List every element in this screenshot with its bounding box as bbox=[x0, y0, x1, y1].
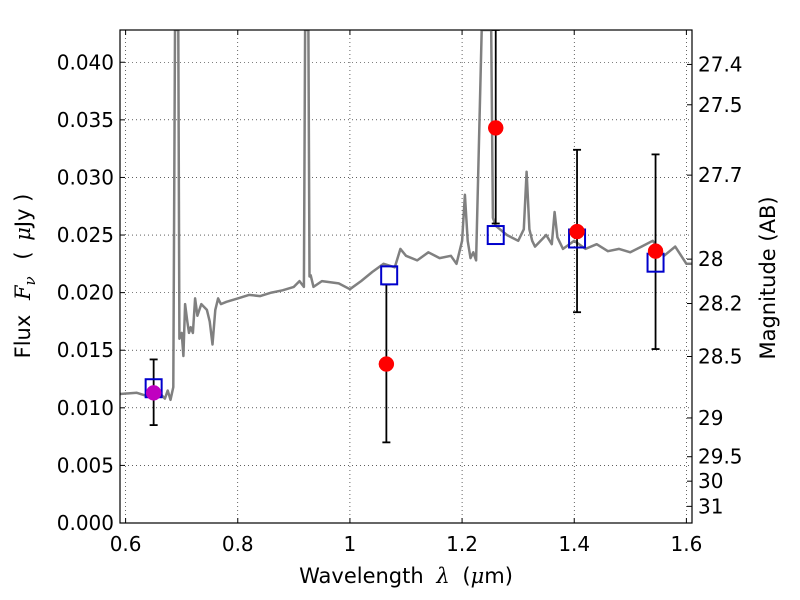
x-tick-label: 0.6 bbox=[110, 532, 142, 556]
x-axis-title: Wavelength λ (μm) bbox=[299, 564, 513, 588]
y2-tick-label: 28.2 bbox=[698, 292, 743, 316]
plot-background bbox=[120, 30, 692, 523]
observed-point bbox=[145, 385, 162, 401]
y-tick-label: 0.010 bbox=[57, 396, 114, 420]
y-tick-label: 0.040 bbox=[57, 50, 114, 74]
spectrum-line bbox=[120, 30, 692, 402]
y2-tick-label: 27.5 bbox=[698, 93, 743, 117]
observed-point bbox=[569, 223, 585, 240]
y-tick-label: 0.005 bbox=[57, 453, 114, 477]
y2-tick-label: 29.5 bbox=[698, 445, 743, 469]
observed-point bbox=[487, 120, 504, 136]
y2-tick-label: 31 bbox=[698, 494, 723, 518]
y-tick-label: 0.035 bbox=[57, 108, 114, 132]
x-tick-label: 1 bbox=[344, 532, 357, 556]
y-tick-label: 0.020 bbox=[57, 281, 114, 305]
y-axis-ticks: 0.000 0.005 0.010 0.015 0.020 0.025 0.030 0.035… bbox=[57, 50, 125, 535]
y2-tick-label: 30 bbox=[698, 469, 723, 493]
y-axis-title: Flux Fν ( μJy ) bbox=[11, 194, 40, 359]
observed-point bbox=[647, 243, 664, 259]
model-photometry-point bbox=[486, 225, 505, 246]
x-tick-label: 0.8 bbox=[222, 532, 254, 556]
x-tick-label: 1.6 bbox=[670, 532, 702, 556]
x-axis-ticks: 0.6 0.8 1 1.2 1.4 1.6 bbox=[110, 30, 702, 556]
y2-tick-label: 28 bbox=[698, 247, 723, 271]
y2-tick-label: 29 bbox=[698, 406, 723, 430]
y-tick-label: 0.000 bbox=[57, 511, 114, 535]
observed-photometry bbox=[145, 120, 664, 401]
y-tick-label: 0.025 bbox=[57, 223, 114, 247]
x-tick-label: 1.2 bbox=[446, 532, 478, 556]
y2-tick-label: 27.7 bbox=[698, 163, 743, 187]
model-spectrum bbox=[120, 30, 692, 402]
y2-tick-label: 28.5 bbox=[698, 345, 743, 369]
y2-axis-title: Magnitude (AB) bbox=[756, 196, 780, 359]
y2-tick-label: 27.4 bbox=[698, 52, 743, 76]
plot-frame bbox=[119, 29, 693, 524]
y-tick-label: 0.015 bbox=[57, 338, 114, 362]
observed-point bbox=[378, 356, 395, 372]
y-tick-label: 0.030 bbox=[57, 165, 114, 189]
x-tick-label: 1.4 bbox=[558, 532, 590, 556]
model-photometry-point bbox=[380, 265, 399, 286]
